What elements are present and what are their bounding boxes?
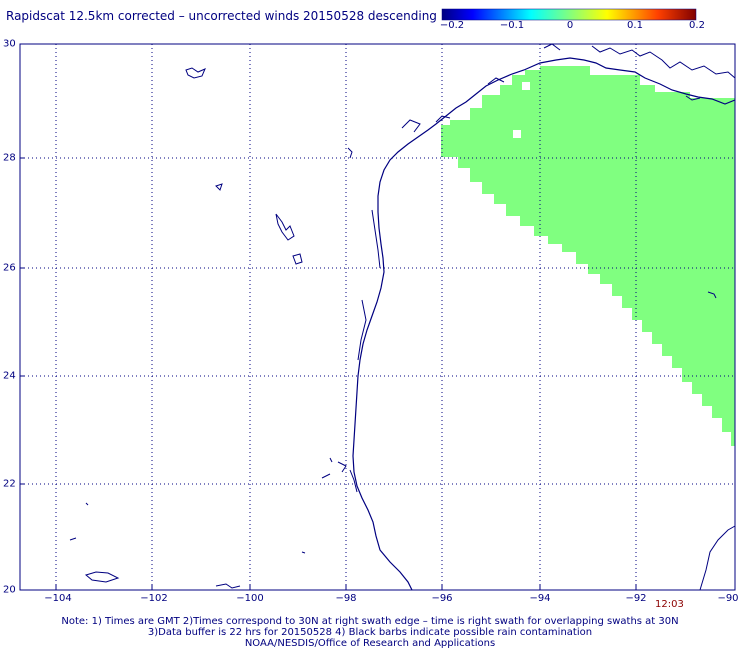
inland-lake <box>215 183 223 191</box>
colorbar-tick: −0.1 <box>499 20 525 31</box>
inland-lake <box>185 67 206 79</box>
inland-lake <box>215 583 241 589</box>
lat-label: 24 <box>3 370 16 382</box>
lat-label: 28 <box>3 152 16 164</box>
coastline-detail <box>401 77 505 133</box>
lon-label: −96 <box>431 593 453 604</box>
swath-gap <box>522 82 530 90</box>
inland-lake <box>347 147 353 159</box>
swath-time-label: 12:03 <box>655 599 684 610</box>
map-frame <box>19 43 736 591</box>
note-line-3: NOAA/NESDIS/Office of Research and Appli… <box>244 638 496 649</box>
lon-label: −102 <box>140 593 168 604</box>
swath-gap <box>513 130 521 138</box>
lon-label: −92 <box>625 593 647 604</box>
coastline <box>352 57 736 591</box>
inland-lake <box>69 457 347 554</box>
lon-label: −98 <box>335 593 357 604</box>
colorbar <box>441 8 697 21</box>
coastline-detail <box>699 525 736 591</box>
barrier-island <box>349 209 381 493</box>
colorbar-tick: 0.2 <box>689 20 705 31</box>
lon-label: −90 <box>717 593 739 604</box>
inland-lake <box>84 571 120 583</box>
coastline-detail <box>543 43 736 299</box>
map-title: Rapidscat 12.5km corrected – uncorrected… <box>6 9 437 23</box>
inland-lake <box>275 213 295 241</box>
lon-label: −100 <box>236 593 264 604</box>
grid-lines <box>20 44 735 590</box>
colorbar-tick: −0.2 <box>439 20 465 31</box>
colorbar-tick: 0 <box>566 20 574 31</box>
lat-label: 22 <box>3 478 16 490</box>
inland-lake <box>292 253 303 265</box>
axis-ticks <box>20 43 637 590</box>
swath-region <box>441 66 735 446</box>
note-line-1: Note: 1) Times are GMT 2)Times correspon… <box>61 616 679 627</box>
note-line-2: 3)Data buffer is 22 hrs for 20150528 4) … <box>147 627 593 638</box>
lat-label: 30 <box>3 38 16 50</box>
colorbar-tick: 0.1 <box>627 20 643 31</box>
lat-label: 26 <box>3 262 16 274</box>
lon-label: −94 <box>529 593 551 604</box>
lat-label: 20 <box>3 584 16 596</box>
lon-label: −104 <box>44 593 72 604</box>
